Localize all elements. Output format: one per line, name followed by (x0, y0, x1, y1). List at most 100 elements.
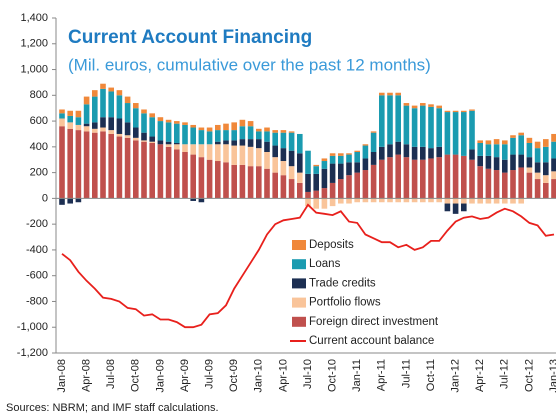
bar (239, 126, 246, 140)
bar (395, 141, 401, 155)
bar (256, 128, 262, 132)
bar (329, 155, 336, 164)
bar (362, 158, 369, 171)
bar (206, 127, 213, 132)
x-tick-label: Apr-10 (277, 359, 289, 392)
bar (502, 172, 508, 199)
bar (362, 170, 369, 199)
bar (526, 137, 533, 143)
bar (551, 158, 556, 172)
bar (133, 103, 139, 109)
bar (485, 140, 492, 145)
bar (157, 144, 164, 199)
bar (403, 105, 410, 145)
x-tick-label: Jan-12 (450, 359, 462, 393)
bar (526, 167, 533, 173)
y-tick-label: 1,000 (20, 63, 48, 75)
bar (231, 145, 237, 165)
x-tick-label: Apr-08 (81, 359, 93, 392)
bar (247, 139, 254, 147)
bar (362, 144, 369, 146)
bar (223, 162, 229, 199)
bar (444, 198, 451, 204)
y-tick-label: -600 (26, 270, 48, 282)
legend-label: Deposits (309, 239, 354, 251)
bar (379, 92, 385, 96)
bar (436, 198, 442, 203)
bar (108, 91, 114, 118)
bar (83, 104, 90, 124)
bar (141, 113, 147, 133)
bar (264, 141, 270, 152)
x-tick-label: Jan-10 (253, 359, 265, 393)
bar (428, 158, 434, 199)
bar (321, 188, 328, 199)
bar (297, 133, 303, 154)
bar (379, 159, 385, 199)
bar (493, 139, 500, 145)
bar (165, 122, 172, 142)
bar (264, 168, 270, 199)
y-tick-label: 600 (30, 115, 48, 127)
bar (452, 154, 459, 199)
bar (510, 135, 516, 138)
bar (247, 126, 254, 140)
bar (387, 144, 393, 158)
bar (116, 136, 123, 199)
bar (526, 142, 533, 158)
bar (420, 198, 426, 203)
bar (477, 198, 483, 204)
bar (198, 157, 205, 199)
bar (67, 198, 73, 204)
bar (157, 140, 164, 145)
legend: Deposits Loans Trade credits Portfolio flow… (290, 239, 439, 347)
bar (543, 146, 549, 163)
bar (297, 153, 303, 173)
bar (157, 117, 164, 122)
bar (297, 182, 303, 199)
bar (59, 126, 65, 199)
bar (461, 155, 467, 199)
bar (239, 119, 246, 127)
bar (67, 115, 73, 123)
bar (288, 166, 295, 180)
bar (92, 122, 98, 129)
bar (165, 119, 172, 123)
y-tick-label: -800 (26, 295, 48, 307)
bar (133, 140, 139, 199)
bar (387, 95, 393, 145)
bar (198, 130, 205, 145)
bar (223, 144, 229, 163)
bar (493, 198, 500, 204)
bar (526, 172, 533, 199)
bar (379, 198, 385, 203)
bar (264, 131, 270, 142)
legend-swatch (292, 297, 306, 308)
bar (510, 154, 516, 171)
bar (461, 203, 467, 212)
bar (247, 146, 254, 167)
bar (370, 131, 377, 133)
bar (313, 173, 319, 191)
bar (518, 167, 524, 199)
bar (420, 146, 426, 160)
bar (543, 175, 549, 183)
bar (256, 148, 262, 167)
bar (518, 132, 524, 136)
bar (305, 173, 311, 192)
line-series (61, 203, 555, 329)
bar (305, 150, 311, 174)
bar (108, 117, 114, 131)
bar (59, 109, 65, 114)
y-tick-label: -200 (26, 218, 48, 230)
x-tick-label: Oct-11 (425, 359, 437, 391)
bar (83, 123, 90, 127)
bar (534, 179, 541, 199)
bar (116, 133, 123, 137)
bar (133, 137, 139, 141)
bar (534, 141, 541, 149)
bar (288, 150, 295, 167)
bar (370, 132, 377, 152)
bar (444, 112, 451, 155)
x-tick-label: Oct-12 (523, 359, 535, 392)
